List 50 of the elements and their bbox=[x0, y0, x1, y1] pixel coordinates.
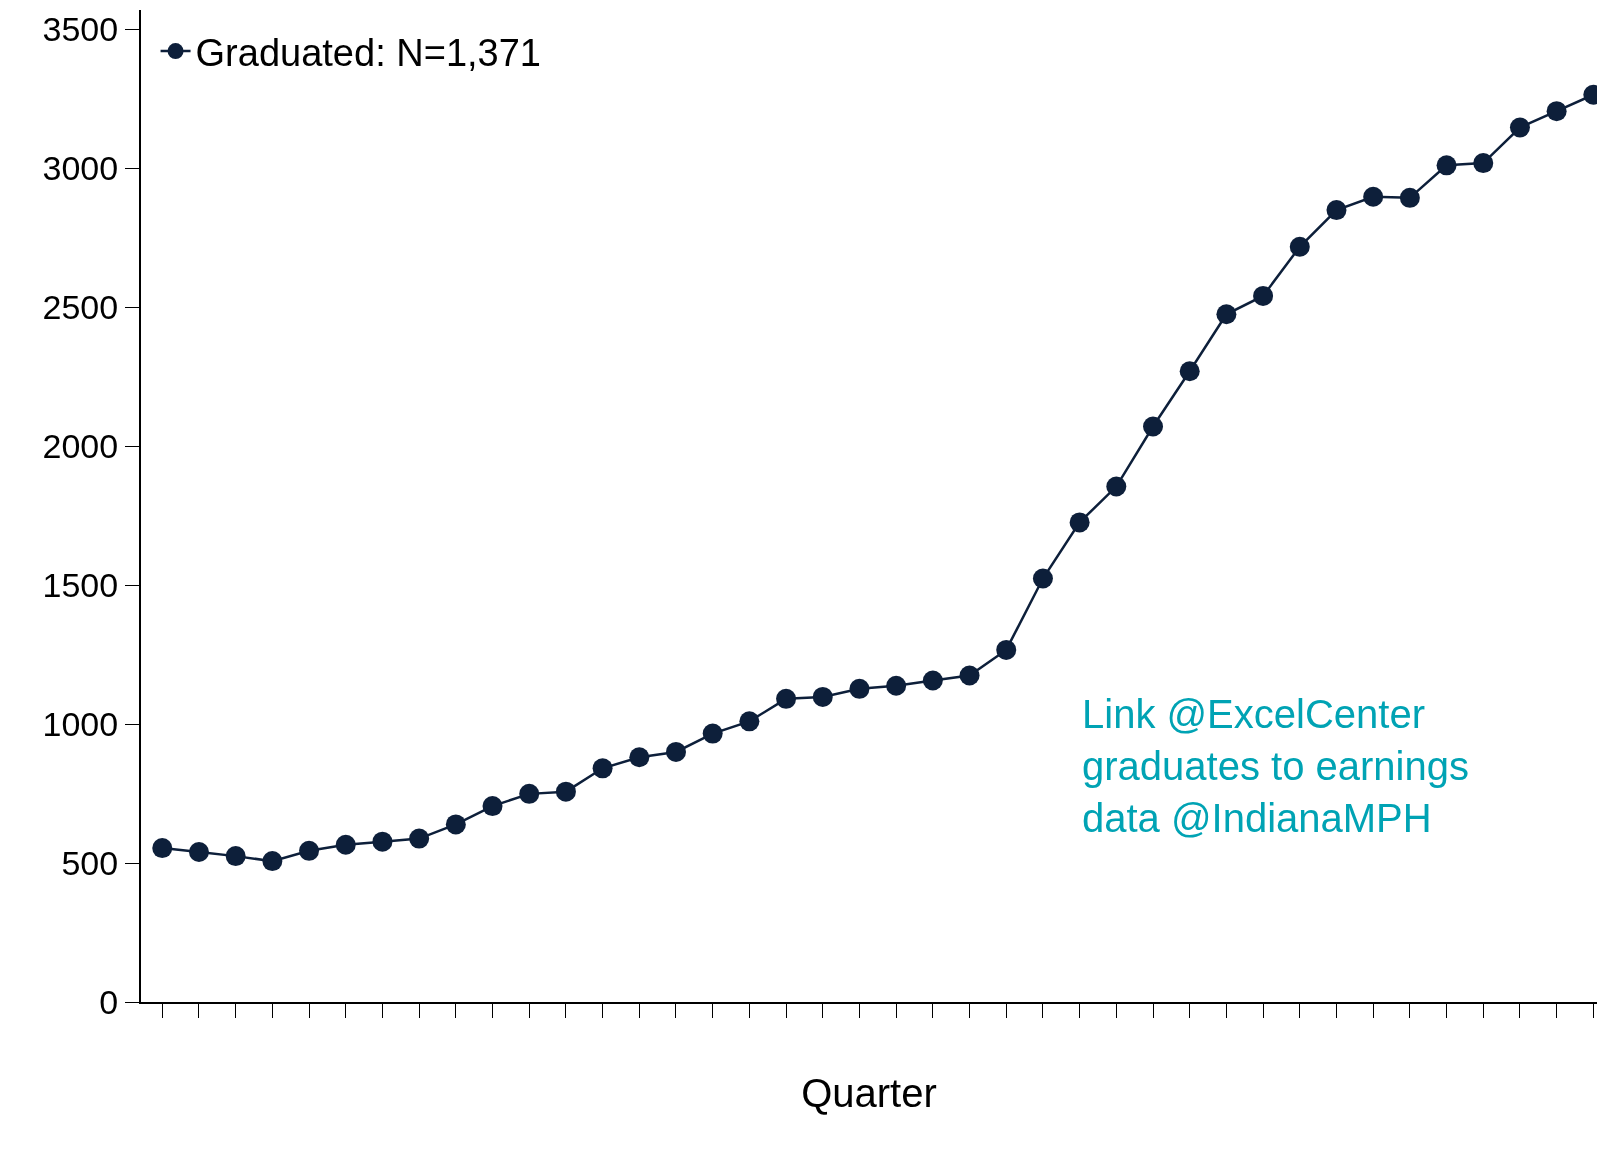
point bbox=[1473, 153, 1494, 174]
point bbox=[959, 665, 980, 686]
point bbox=[409, 828, 430, 849]
point bbox=[1546, 101, 1567, 122]
point bbox=[555, 781, 576, 802]
point bbox=[922, 670, 943, 691]
annotation: Link @ExcelCenter graduates to earnings data @IndianaMPH bbox=[1082, 692, 1469, 840]
point bbox=[372, 831, 393, 852]
point bbox=[1106, 476, 1127, 497]
point bbox=[592, 758, 613, 779]
point bbox=[1399, 187, 1420, 208]
point bbox=[1363, 186, 1384, 207]
point bbox=[666, 741, 686, 762]
point bbox=[1253, 285, 1274, 306]
y-tick-label: 0 bbox=[99, 982, 119, 1021]
point bbox=[1436, 155, 1457, 176]
point bbox=[812, 686, 833, 707]
y-tick-label: 1500 bbox=[42, 566, 119, 605]
point bbox=[335, 834, 356, 855]
point bbox=[1326, 200, 1347, 221]
point bbox=[299, 840, 320, 861]
point bbox=[629, 747, 650, 768]
y-tick-label: 3000 bbox=[42, 149, 119, 188]
point bbox=[262, 851, 283, 872]
point bbox=[1216, 304, 1237, 325]
y-tick-label: 500 bbox=[61, 843, 119, 882]
point bbox=[886, 675, 907, 696]
point bbox=[1289, 236, 1310, 257]
point bbox=[445, 814, 466, 835]
y-tick-label: 2000 bbox=[42, 427, 119, 466]
point bbox=[188, 841, 209, 862]
point bbox=[1069, 512, 1090, 533]
point bbox=[1032, 568, 1053, 589]
point bbox=[482, 796, 503, 817]
point bbox=[152, 838, 173, 859]
point bbox=[996, 639, 1017, 660]
point bbox=[849, 678, 870, 699]
x-axis-title: Quarter bbox=[801, 1071, 937, 1116]
point bbox=[1179, 361, 1200, 382]
y-tick-label: 3500 bbox=[42, 10, 119, 49]
point bbox=[739, 711, 760, 732]
point bbox=[519, 783, 540, 804]
point bbox=[225, 846, 246, 867]
y-tick-label: 2500 bbox=[42, 288, 119, 327]
point bbox=[702, 723, 723, 744]
y-tick-label: 1000 bbox=[42, 705, 119, 744]
legend-label: Graduated: N=1,371 bbox=[195, 31, 541, 74]
point bbox=[776, 688, 797, 709]
point bbox=[1509, 117, 1530, 138]
point bbox=[1143, 416, 1164, 437]
